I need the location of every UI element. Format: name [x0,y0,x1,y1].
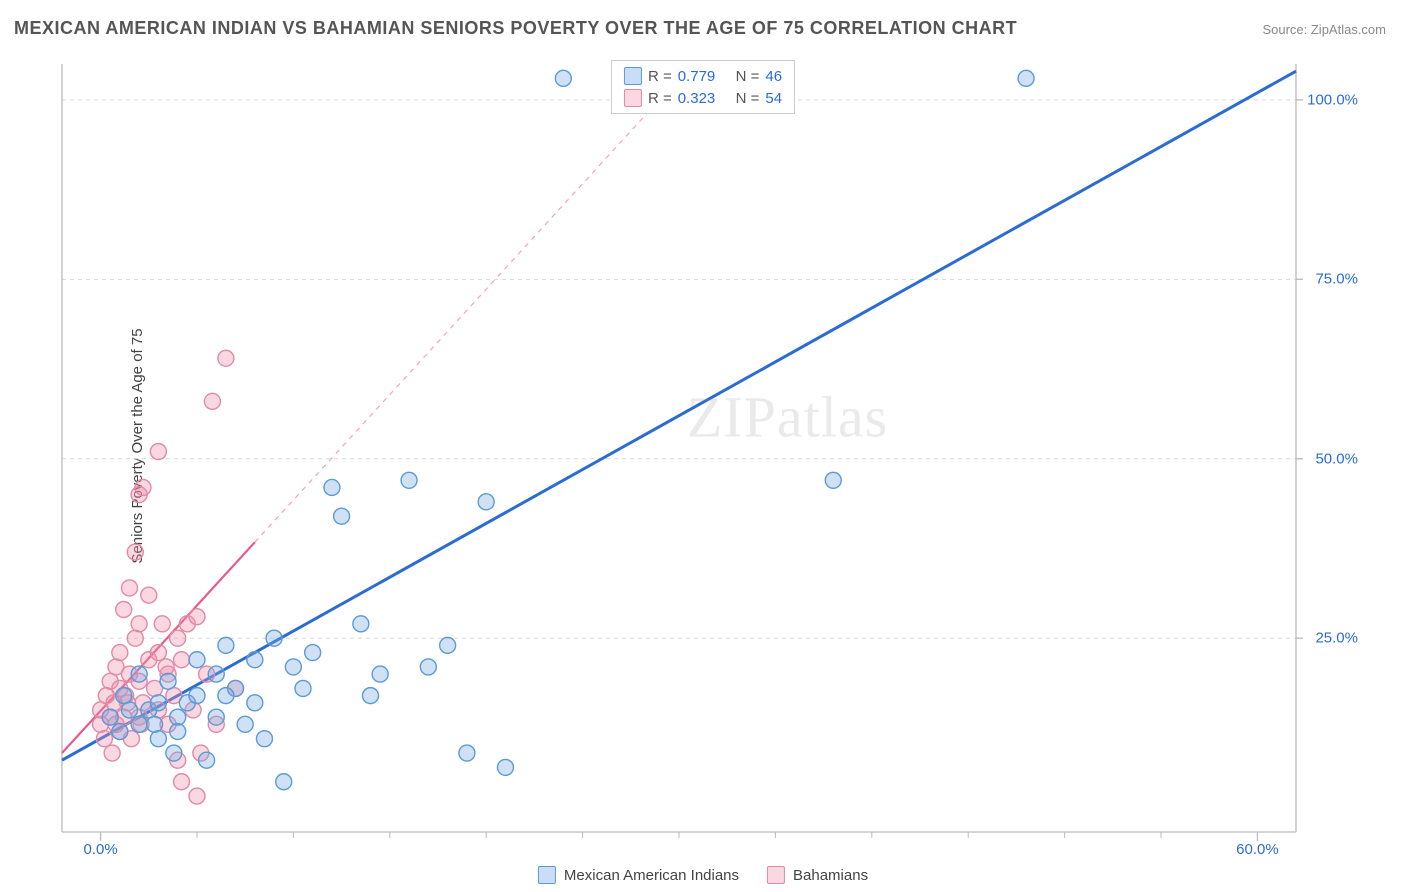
correlation-legend-row: R = 0.779 N = 46 [624,65,782,87]
source-link[interactable]: ZipAtlas.com [1311,22,1386,37]
n-label: N = [736,68,760,85]
chart-title: MEXICAN AMERICAN INDIAN VS BAHAMIAN SENI… [14,18,1017,39]
r-value: 0.323 [678,90,716,107]
legend-swatch [767,866,785,884]
n-label: N = [736,90,760,107]
series-legend-label: Bahamians [793,867,868,884]
legend-swatch [624,67,642,85]
legend-swatch [624,89,642,107]
scatter-plot-svg [56,58,1386,856]
correlation-legend-row: R = 0.323 N = 54 [624,87,782,109]
series-legend-label: Mexican American Indians [564,867,739,884]
r-label: R = [648,68,672,85]
r-value: 0.779 [678,68,716,85]
r-label: R = [648,90,672,107]
series-legend-item: Mexican American Indians [538,866,739,884]
chart-plot-area: ZIPatlas 25.0%50.0%75.0%100.0%0.0%60.0% [56,58,1386,856]
correlation-legend: R = 0.779 N = 46 R = 0.323 N = 54 [611,60,795,114]
series-legend-item: Bahamians [767,866,868,884]
n-value: 54 [765,90,782,107]
y-tick-label: 100.0% [1307,91,1358,108]
x-tick-label: 60.0% [1236,841,1279,858]
x-tick-label: 0.0% [83,841,117,858]
series-legend: Mexican American Indians Bahamians [538,866,868,884]
y-tick-label: 25.0% [1315,630,1358,647]
y-tick-label: 75.0% [1315,271,1358,288]
source-attribution: Source: ZipAtlas.com [1262,22,1386,37]
y-tick-label: 50.0% [1315,450,1358,467]
source-label: Source: [1262,22,1310,37]
n-value: 46 [765,68,782,85]
legend-swatch [538,866,556,884]
